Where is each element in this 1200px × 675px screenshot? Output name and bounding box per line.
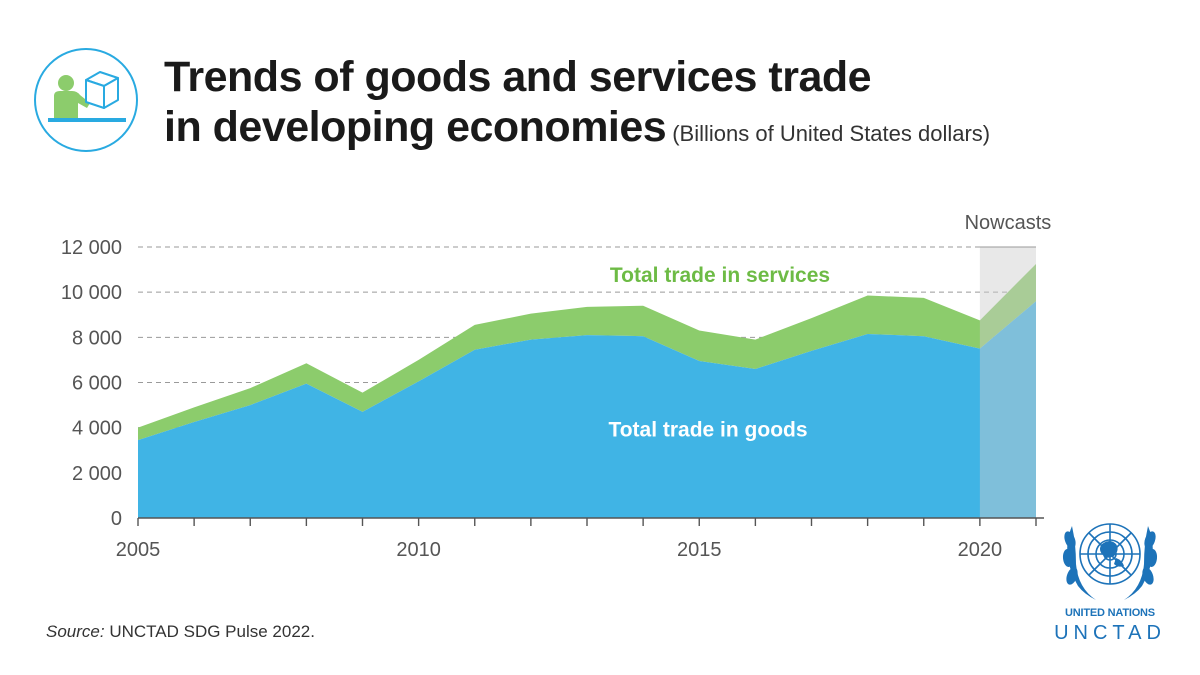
x-tick-label: 2005 bbox=[116, 539, 161, 561]
y-tick-label: 10 000 bbox=[61, 282, 122, 304]
x-tick-label: 2010 bbox=[396, 539, 441, 561]
un-emblem-icon bbox=[1062, 523, 1158, 600]
area-series bbox=[138, 263, 1036, 518]
title-subtitle: (Billions of United States dollars) bbox=[672, 121, 991, 146]
x-tick-label: 2015 bbox=[677, 539, 722, 561]
nowcast-label: Nowcasts bbox=[965, 212, 1052, 234]
source-label: Source: bbox=[46, 622, 105, 641]
series-area-goods bbox=[138, 301, 1036, 518]
title-line-2: in developing economies bbox=[164, 103, 667, 151]
series-area-services bbox=[138, 263, 1036, 441]
united-nations-label: UNITED NATIONS bbox=[1065, 607, 1155, 619]
title-line-1: Trends of goods and services trade bbox=[164, 53, 872, 101]
series-labels: Total trade in goods Total trade in servi… bbox=[608, 264, 830, 442]
nowcast-band bbox=[979, 247, 1036, 518]
stacked-area-chart: Nowcasts 0 2 000 4 000 6 000 8 000 10 000 12 0… bbox=[61, 212, 1052, 561]
y-tick-label: 0 bbox=[111, 508, 122, 530]
axes: 0 2 000 4 000 6 000 8 000 10 000 12 000 2005 201… bbox=[61, 237, 1044, 561]
series-label-services: Total trade in services bbox=[610, 264, 830, 287]
source-text: UNCTAD SDG Pulse 2022. bbox=[104, 622, 315, 641]
y-tick-label: 6 000 bbox=[72, 373, 122, 395]
y-tick-label: 2 000 bbox=[72, 463, 122, 485]
x-tick-label: 2020 bbox=[958, 539, 1003, 561]
nowcast-region: Nowcasts bbox=[965, 212, 1052, 518]
series-label-goods: Total trade in goods bbox=[608, 419, 807, 442]
trade-person-box-icon bbox=[34, 48, 138, 152]
y-tick-label: 4 000 bbox=[72, 418, 122, 440]
y-tick-label: 12 000 bbox=[61, 237, 122, 259]
unctad-label: UNCTAD bbox=[1054, 622, 1166, 644]
page-title: Trends of goods and services trade in de… bbox=[164, 52, 990, 159]
source-note: Source: UNCTAD SDG Pulse 2022. bbox=[46, 622, 315, 642]
y-tick-label: 8 000 bbox=[72, 327, 122, 349]
